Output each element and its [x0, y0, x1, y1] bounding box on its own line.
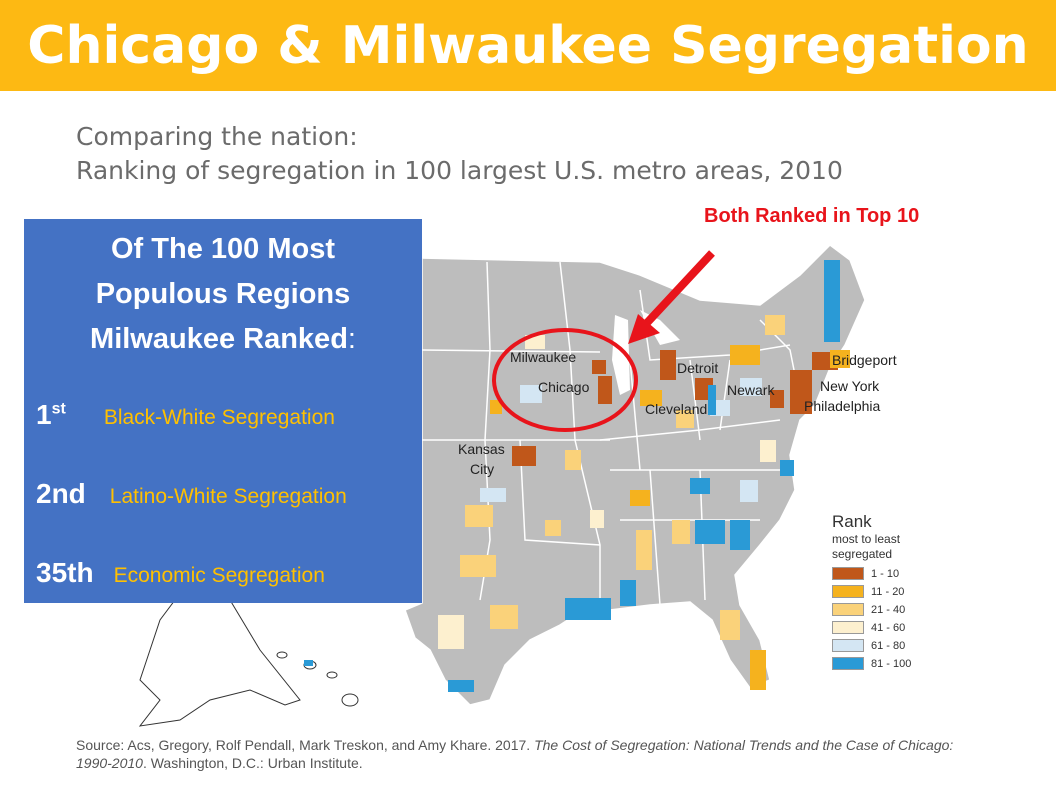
callout-text: Both Ranked in Top 10: [704, 205, 920, 227]
legend-swatch: [832, 585, 864, 598]
info-box: Of The 100 Most Populous Regions Milwauk…: [24, 219, 422, 603]
subtitle-line-2: Ranking of segregation in 100 largest U.…: [76, 156, 843, 185]
legend-label: 61 - 80: [871, 639, 906, 652]
legend-swatch: [832, 603, 864, 616]
ranking-number-suffix: st: [51, 400, 66, 418]
title-bar: Chicago & Milwaukee Segregation: [0, 0, 1056, 91]
legend-item: 61 - 80: [832, 639, 942, 652]
info-heading: Of The 100 Most Populous Regions Milwauk…: [24, 227, 422, 362]
ranking-label: Latino-White Segregation: [109, 485, 347, 508]
legend-swatch: [832, 567, 864, 580]
legend-items: 1 - 10 11 - 20 21 - 40 41 - 60 61 - 80 81 - 1…: [832, 567, 942, 670]
info-heading-line-3: Milwaukee Ranked:: [24, 317, 422, 362]
callout-arrow: [628, 250, 715, 344]
info-heading-line-2: Populous Regions: [95, 278, 351, 310]
city-label-chicago: Chicago: [538, 379, 590, 395]
city-label-kansas: Kansas: [458, 441, 505, 457]
info-heading-line-1: Of The 100 Most: [111, 233, 335, 265]
legend-label: 1 - 10: [871, 567, 900, 580]
info-heading-colon: :: [347, 323, 356, 355]
legend-item: 21 - 40: [832, 603, 942, 616]
legend-label: 21 - 40: [871, 603, 906, 616]
page-title: Chicago & Milwaukee Segregation: [27, 15, 1029, 76]
legend-item: 11 - 20: [832, 585, 942, 598]
legend-swatch: [832, 621, 864, 634]
legend-swatch: [832, 657, 864, 670]
ranking-number: 35th: [36, 557, 94, 588]
city-label-city: City: [470, 461, 494, 477]
legend-subtitle-line-1: most to least: [832, 532, 901, 546]
legend-label: 81 - 100: [871, 657, 912, 670]
city-label-cleveland: Cleveland: [645, 401, 707, 417]
map-subtitle: Comparing the nation: Ranking of segrega…: [76, 120, 843, 188]
city-label-bridgeport: Bridgeport: [832, 352, 897, 368]
legend-label: 11 - 20: [871, 585, 905, 598]
city-label-philadelphia: Philadelphia: [804, 398, 880, 414]
source-citation: Source: Acs, Gregory, Rolf Pendall, Mark…: [76, 736, 976, 772]
ranking-number-value: 1: [36, 399, 52, 430]
ranking-row-latino-white: 2nd Latino-White Segregation: [36, 478, 347, 510]
legend-item: 81 - 100: [832, 657, 942, 670]
city-label-newark: Newark: [727, 382, 775, 398]
ranking-label: Economic Segregation: [113, 564, 325, 587]
city-label-new-york: New York: [820, 378, 880, 394]
honolulu-metro: [304, 660, 313, 666]
alaska-shape: [138, 599, 301, 727]
ranking-row-black-white: 1st Black-White Segregation: [36, 399, 335, 431]
highlight-circle: [492, 328, 638, 432]
ranking-label: Black-White Segregation: [103, 406, 335, 429]
metro-areas: [438, 260, 850, 692]
source-suffix: . Washington, D.C.: Urban Institute.: [142, 755, 363, 771]
ranking-number: 2nd: [36, 478, 86, 509]
legend-label: 41 - 60: [871, 621, 906, 634]
legend-title: Rank: [832, 512, 872, 531]
source-prefix: Source: Acs, Gregory, Rolf Pendall, Mark…: [76, 737, 535, 753]
legend-subtitle-line-2: segregated: [832, 547, 893, 561]
city-label-milwaukee: Milwaukee: [510, 349, 576, 365]
info-heading-line-3-text: Milwaukee Ranked: [90, 323, 348, 355]
map-legend: Rank most to least segregated 1 - 10 11 -…: [832, 512, 942, 670]
legend-item: 41 - 60: [832, 621, 942, 634]
legend-swatch: [832, 639, 864, 652]
ranking-row-economic: 35th Economic Segregation: [36, 557, 325, 589]
subtitle-line-1: Comparing the nation:: [76, 122, 358, 151]
ranking-number: 1st: [36, 399, 66, 431]
source-title: The Cost of Segregation: National Trends…: [76, 737, 954, 771]
city-label-detroit: Detroit: [677, 360, 718, 376]
legend-item: 1 - 10: [832, 567, 942, 580]
